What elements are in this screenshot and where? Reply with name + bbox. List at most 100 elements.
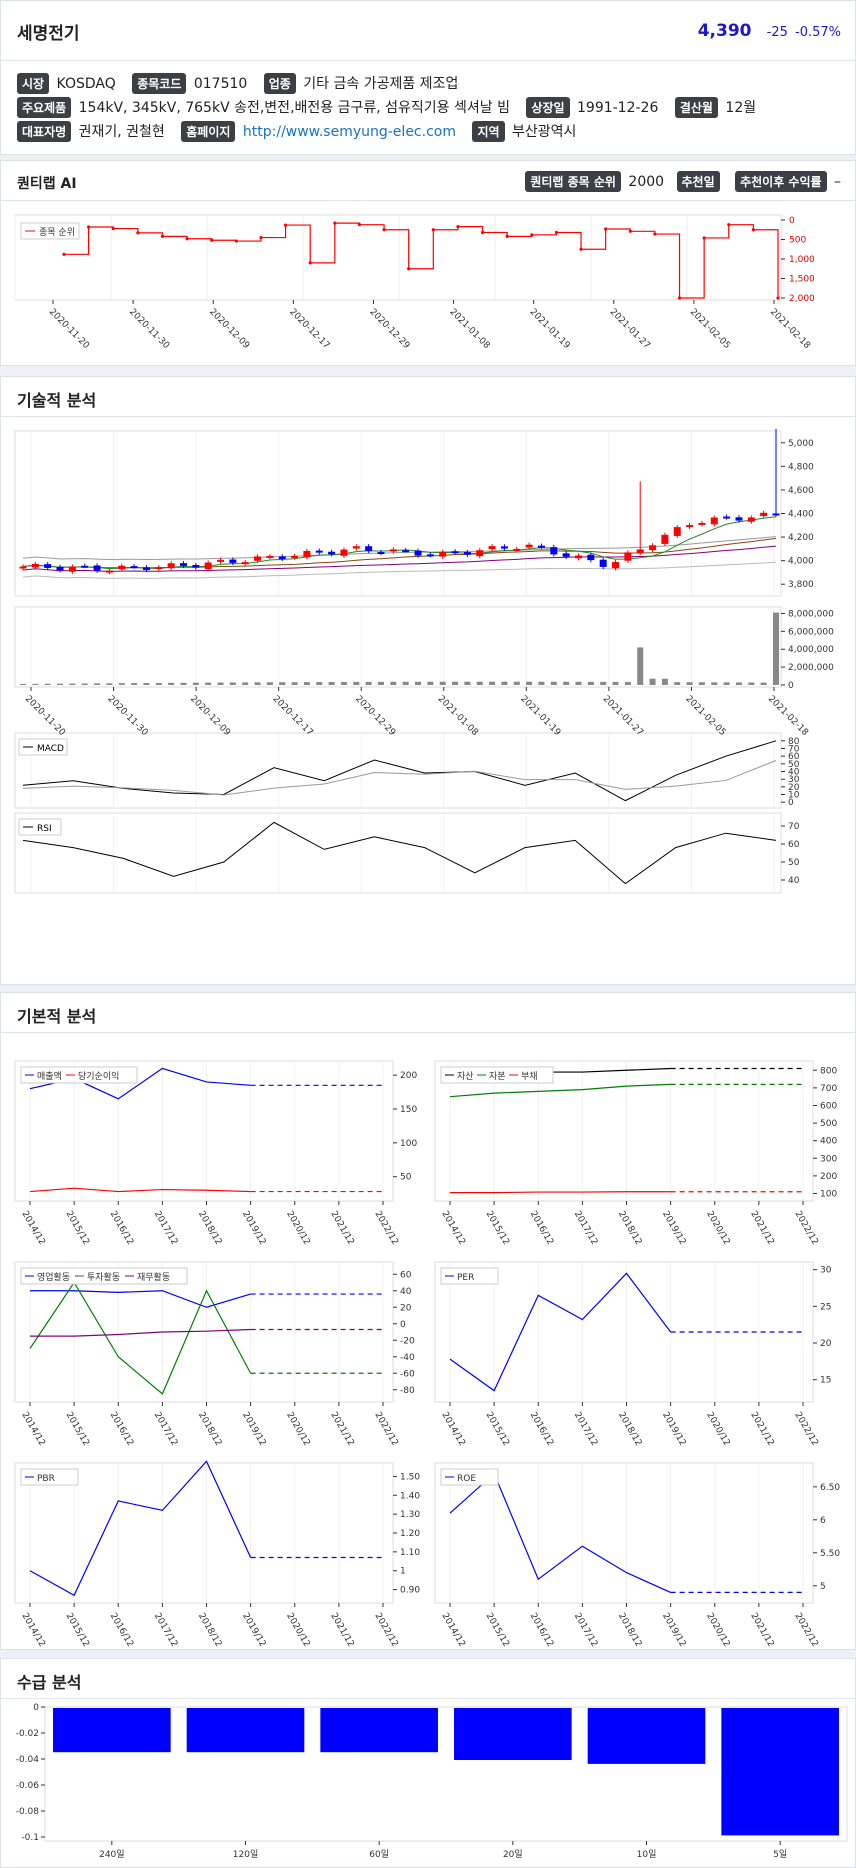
pbr-chart: 0.90 1 1.10 1.20 1.30 1.40 1.50 2014/12 2015/12 2… [14,1460,420,1649]
supply-bar [53,1708,171,1753]
tech-x-tick-label: 2020-12-17 [271,694,315,738]
macd-tick-label: 70 [788,745,800,755]
fund-legend-label: PBR [37,1474,55,1484]
code-label: 종목코드 [132,73,187,94]
listed-value: 1991-12-26 [577,100,659,116]
volume-bar [501,681,508,685]
fund-x-tick-label: 2021/12 [748,1411,775,1448]
supply-bar [721,1708,839,1836]
fund-x-tick-label: 2014/12 [439,1612,466,1649]
fund-x-tick-label: 2019/12 [240,1612,267,1649]
macd-tick-label: 80 [788,737,800,747]
volume-bar [279,682,286,685]
volume-bar [32,683,39,685]
fund-plot-area [434,1462,814,1604]
volume-bar [711,682,718,685]
volume-tick-label: 8,000,000 [788,609,834,619]
homepage-link[interactable]: http://www.semyung-elec.com [242,124,456,140]
candle-body [31,563,39,568]
supply-y-tick-label: -0.02 [16,1729,39,1739]
tech-x-tick-label: 2020-11-20 [23,694,67,738]
fund-y-tick-label: -40 [400,1353,415,1363]
rank-point [579,247,583,251]
fund-y-tick-label: 700 [820,1084,837,1094]
fund-x-tick-label: 2015/12 [484,1411,511,1448]
cashflow-chart: -80 -60 -40 -20 0 20 40 60 2014/12 2015/12 2016/12… [14,1261,415,1448]
candle-body [130,566,138,569]
moving-average-line [22,561,777,579]
fund-x-tick-label: 2014/12 [439,1210,466,1247]
rank-y-ticks: 0 500 1,000 1,500 2,000 [781,216,815,304]
volume-bar [303,682,310,685]
fund-x-tick-label: 2020/12 [284,1210,311,1247]
rank-legend [20,222,80,240]
volume-bar [81,683,88,685]
fund-series-line [29,1187,251,1193]
price-tick-label: 4,000 [788,557,814,567]
candle-body [167,563,175,569]
volume-bar [402,681,409,685]
volume-bar [205,682,212,685]
rank-point [234,239,238,243]
candle-body [537,545,545,548]
fund-legend-label: 당기순이익 [78,1070,119,1082]
fund-y-tick-label: 100 [400,1139,417,1149]
candle-body [56,566,64,571]
ceo-label: 대표자명 [17,121,72,142]
fund-y-tick-label: 20 [400,1303,412,1313]
volume-bar [563,681,570,685]
volume-bar [575,681,582,685]
rank-x-tick-label: 2020-11-30 [127,307,171,351]
rank-x-tick-label: 2020-11-20 [47,307,91,351]
fund-x-tick-label: 2020/12 [284,1612,311,1649]
fund-y-tick-label: 6 [820,1516,826,1526]
ai-stats: 퀀티랩 종목 순위 2000 추천일 추천이후 수익률 – [517,171,841,192]
rank-point [604,227,608,231]
fund-x-tick-label: 2016/12 [528,1612,555,1649]
fund-x-tick-label: 2016/12 [108,1612,135,1649]
fund-y-tick-label: 150 [400,1105,417,1115]
volume-bar [637,647,644,685]
rank-point [751,228,755,232]
market-label: 시장 [17,73,50,94]
candle-body [414,550,422,556]
fund-legend [440,1066,554,1084]
fiscal-label: 결산월 [674,97,718,118]
candle-body [747,517,755,522]
candle-body [550,547,558,555]
fund-x-tick-label: 2014/12 [439,1411,466,1448]
rsi-panel [14,812,782,894]
fiscal-value: 12월 [725,100,757,116]
fund-series-line [29,1460,252,1597]
volume-bar [118,683,125,685]
ai-title: 퀀티랩 AI [17,176,77,192]
volume-bar [291,682,298,685]
homepage-label: 홈페이지 [181,121,236,142]
volume-bar [661,678,668,685]
fund-series-line [449,1472,671,1593]
fund-y-tick-label: 1.30 [400,1510,420,1520]
rank-point [505,234,509,238]
fund-title: 기본적 분석 [17,1007,97,1026]
rank-point [480,230,485,235]
tech-title: 기술적 분석 [17,391,97,410]
rank-x-ticks: 2020-11-20 2020-11-30 2020-12-09 2020-12-17… [47,300,812,351]
rank-line [64,222,779,299]
rsi-tick-label: 40 [788,876,800,886]
candle-body [352,546,360,549]
rank-point [308,261,312,265]
rsi-legend-label: RSI [37,824,52,834]
fund-x-tick-label: 2018/12 [196,1210,223,1247]
fund-y-tick-label: 400 [820,1137,837,1147]
candle-body [389,549,397,552]
fund-legend-label: 자산 [457,1071,474,1082]
candle-body [217,559,225,562]
macd-tick-label: 10 [788,791,800,801]
fund-plot-area [14,1060,394,1202]
candle-body [574,555,582,559]
volume-bar [180,682,187,685]
candle-body [204,562,212,570]
candle-body [723,516,731,519]
macd-line [22,740,777,802]
rsi-line [22,821,777,885]
